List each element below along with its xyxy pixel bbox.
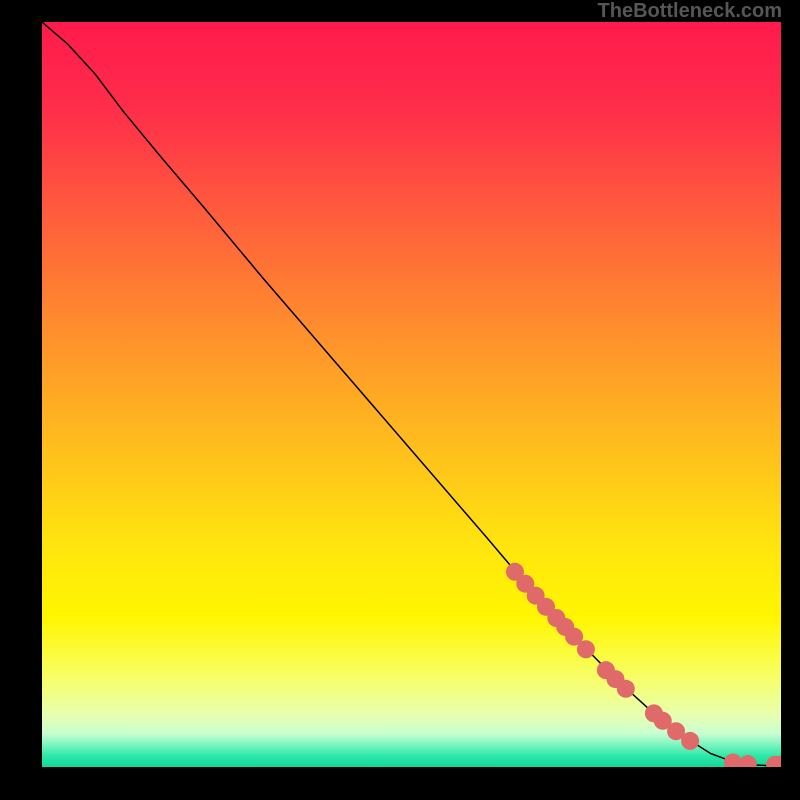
chart-container: TheBottleneck.com <box>0 0 800 800</box>
gradient-background <box>42 22 781 767</box>
watermark-text: TheBottleneck.com <box>598 0 782 23</box>
plot-area <box>42 22 781 767</box>
